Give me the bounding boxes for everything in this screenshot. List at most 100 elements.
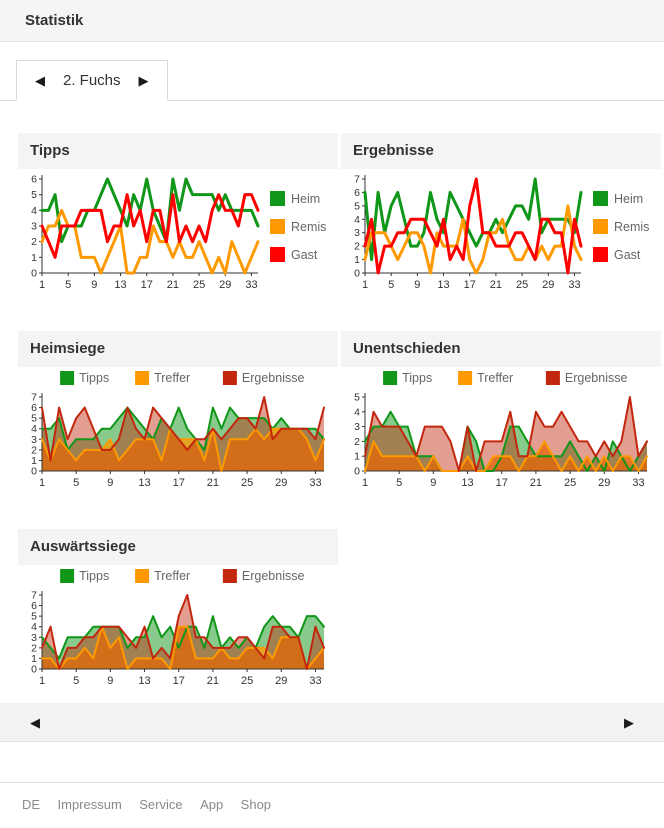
y-tick-label: 5 bbox=[31, 413, 37, 425]
area-treffer bbox=[42, 626, 324, 669]
tab-active[interactable]: ◀ 2. Fuchs ▶ bbox=[16, 60, 168, 101]
x-tick-label: 33 bbox=[632, 477, 644, 489]
x-tick-label: 13 bbox=[138, 477, 150, 489]
chart-unentschieden: 0 1 2 3 4 5 1 5 9 13 17 21 25 29 33 Tipps Treffer Ergebni… bbox=[341, 367, 661, 499]
footer-link-de[interactable]: DE bbox=[22, 797, 41, 812]
legend-label-tipps: Tipps bbox=[402, 371, 432, 385]
legend-label-heim: Heim bbox=[614, 192, 643, 206]
panel-auswaertssiege: Auswärtssiege 0 1 2 3 4 5 6 7 1 5 9 13 17 21 25 29 33 Tip… bbox=[18, 529, 338, 697]
y-tick-label: 5 bbox=[354, 200, 360, 212]
series-line-treffer bbox=[41, 427, 325, 472]
tab-prev-icon[interactable]: ◀ bbox=[35, 73, 45, 88]
area-tipps bbox=[365, 411, 647, 471]
x-tick-label: 13 bbox=[114, 279, 126, 291]
legend-swatch-tipps bbox=[60, 569, 75, 583]
series-line-heim bbox=[363, 177, 583, 262]
active-tab-label: 2. Fuchs bbox=[63, 72, 121, 89]
tabs-bar: ◀ 2. Fuchs ▶ bbox=[0, 60, 664, 101]
y-tick-label: 6 bbox=[354, 187, 360, 199]
y-tick-label: 4 bbox=[31, 205, 37, 217]
x-tick-label: 1 bbox=[39, 675, 45, 687]
x-tick-label: 9 bbox=[414, 279, 420, 291]
series-line-ergebnisse bbox=[364, 396, 648, 472]
y-tick-label: 2 bbox=[31, 236, 37, 248]
legend-swatch-tipps bbox=[383, 371, 398, 385]
x-tick-label: 25 bbox=[241, 675, 253, 687]
series-line-gast bbox=[363, 177, 583, 275]
y-tick-label: 5 bbox=[31, 189, 37, 201]
legend-label-ergebnisse: Ergebnisse bbox=[565, 371, 628, 385]
series-line-treffer bbox=[41, 625, 325, 670]
x-tick-label: 25 bbox=[193, 279, 205, 291]
footer-link-service[interactable]: Service bbox=[139, 797, 183, 812]
x-tick-label: 13 bbox=[461, 477, 473, 489]
x-tick-label: 21 bbox=[490, 279, 502, 291]
y-tick-label: 3 bbox=[31, 632, 37, 644]
legend-label-remis: Remis bbox=[614, 220, 649, 234]
x-tick-label: 33 bbox=[309, 675, 321, 687]
y-tick-label: 1 bbox=[31, 252, 37, 264]
chart-row-2: Heimsiege 0 1 2 3 4 5 6 7 1 5 9 13 17 21 25 29 33 Tipps Tr… bbox=[18, 331, 661, 499]
x-tick-label: 25 bbox=[241, 477, 253, 489]
x-tick-label: 5 bbox=[388, 279, 394, 291]
page-header: Statistik bbox=[0, 0, 664, 42]
x-tick-label: 13 bbox=[437, 279, 449, 291]
charts-area: Tipps 0 1 2 3 4 5 6 1 5 9 13 17 21 25 29 33 Heim Remis Gas… bbox=[0, 101, 664, 697]
y-tick-label: 5 bbox=[31, 611, 37, 623]
x-tick-label: 21 bbox=[530, 477, 542, 489]
legend-swatch-gast bbox=[270, 247, 285, 262]
x-tick-label: 17 bbox=[464, 279, 476, 291]
legend-swatch-ergebnisse bbox=[545, 371, 560, 385]
pager-next-button[interactable]: ▶ bbox=[624, 714, 634, 730]
x-tick-label: 25 bbox=[564, 477, 576, 489]
y-tick-label: 7 bbox=[31, 590, 37, 602]
series-line-tipps bbox=[41, 406, 325, 451]
legend-label-treffer: Treffer bbox=[154, 569, 190, 583]
legend-label-ergebnisse: Ergebnisse bbox=[242, 371, 305, 385]
y-tick-label: 3 bbox=[354, 227, 360, 239]
legend-swatch-ergebnisse bbox=[222, 371, 237, 385]
y-tick-label: 3 bbox=[31, 434, 37, 446]
y-tick-label: 1 bbox=[31, 653, 37, 665]
y-tick-label: 1 bbox=[354, 451, 360, 463]
x-tick-label: 29 bbox=[275, 477, 287, 489]
y-tick-label: 1 bbox=[354, 254, 360, 266]
panel-ergebnisse: Ergebnisse 0 1 2 3 4 5 6 7 1 5 9 13 17 21 25 29 33 Heim Re… bbox=[341, 133, 661, 301]
x-tick-label: 25 bbox=[516, 279, 528, 291]
y-tick-label: 2 bbox=[354, 436, 360, 448]
y-tick-label: 0 bbox=[31, 466, 37, 478]
chart-ergebnisse: 0 1 2 3 4 5 6 7 1 5 9 13 17 21 25 29 33 Heim Remis Gast bbox=[341, 169, 661, 301]
x-tick-label: 17 bbox=[173, 675, 185, 687]
legend-label-gast: Gast bbox=[291, 248, 318, 262]
series-line-gast bbox=[40, 193, 260, 259]
x-tick-label: 29 bbox=[219, 279, 231, 291]
y-tick-label: 0 bbox=[31, 268, 37, 280]
legend-swatch-remis bbox=[593, 219, 608, 234]
footer-link-impressum[interactable]: Impressum bbox=[57, 797, 122, 812]
y-tick-label: 0 bbox=[31, 664, 37, 676]
legend-swatch-heim bbox=[593, 191, 608, 206]
legend-label-heim: Heim bbox=[291, 192, 320, 206]
x-tick-label: 21 bbox=[207, 477, 219, 489]
panel-unentschieden: Unentschieden 0 1 2 3 4 5 1 5 9 13 17 21 25 29 33 Tipps… bbox=[341, 331, 661, 499]
y-tick-label: 4 bbox=[31, 621, 37, 633]
pager-prev-button[interactable]: ◀ bbox=[30, 714, 40, 730]
panel-title-heimsiege: Heimsiege bbox=[18, 331, 338, 367]
site-footer: DE Impressum Service App Shop bbox=[0, 782, 664, 828]
series-line-tipps bbox=[41, 615, 325, 660]
legend-label-gast: Gast bbox=[614, 248, 641, 262]
legend-swatch-tipps bbox=[60, 371, 75, 385]
legend-swatch-treffer bbox=[458, 371, 473, 385]
area-ergebnisse bbox=[42, 397, 324, 471]
y-tick-label: 4 bbox=[354, 214, 360, 226]
footer-link-app[interactable]: App bbox=[200, 797, 224, 812]
tab-next-icon[interactable]: ▶ bbox=[138, 73, 149, 88]
x-tick-label: 29 bbox=[275, 675, 287, 687]
legend-label-ergebnisse: Ergebnisse bbox=[242, 569, 305, 583]
x-tick-label: 5 bbox=[65, 279, 71, 291]
footer-link-shop[interactable]: Shop bbox=[240, 797, 272, 812]
